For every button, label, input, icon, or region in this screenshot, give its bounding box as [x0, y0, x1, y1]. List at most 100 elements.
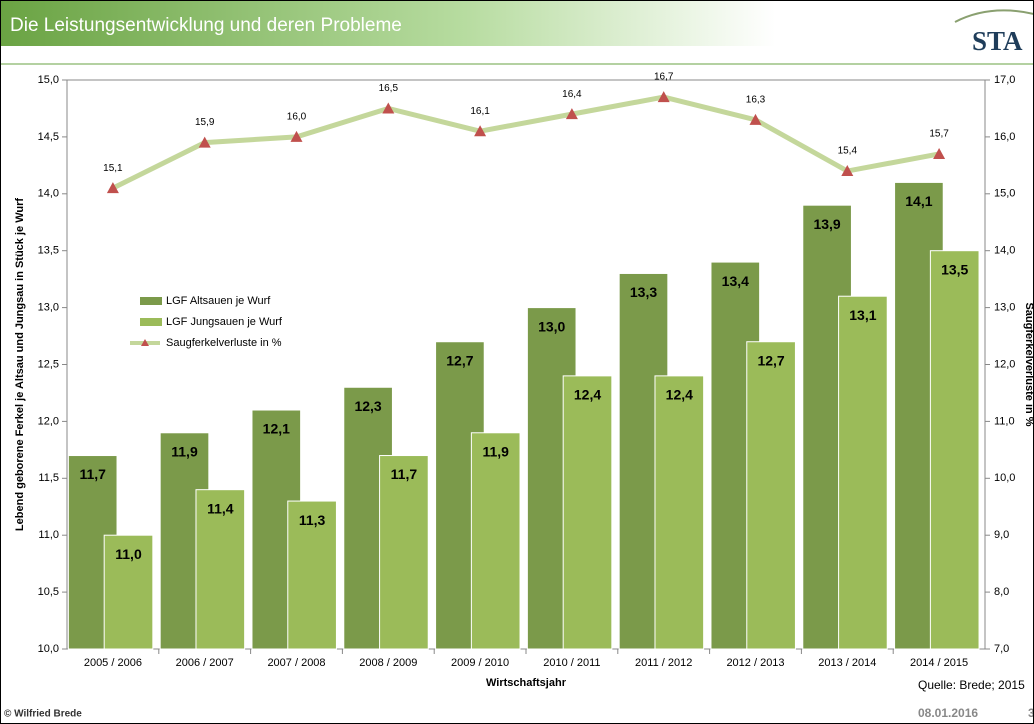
x-tick-label: 2010 / 2011 — [543, 657, 600, 669]
y-tick-label: 10,5 — [38, 586, 59, 598]
marker — [474, 125, 487, 137]
y2-tick-label: 15,0 — [994, 188, 1015, 200]
bar-value-label: 13,9 — [813, 216, 840, 232]
line-value-label: 16,7 — [654, 72, 674, 83]
marker — [657, 91, 670, 103]
y2-tick-label: 14,0 — [994, 245, 1015, 257]
bar-value-label: 12,4 — [574, 387, 601, 403]
bar — [103, 534, 154, 650]
bar-value-label: 14,1 — [905, 193, 932, 209]
line-value-label: 15,9 — [195, 117, 215, 128]
header-bar — [0, 0, 1034, 46]
y2-tick-label: 10,0 — [994, 472, 1015, 484]
bar-value-label: 11,7 — [391, 466, 418, 482]
bar-value-label: 11,7 — [79, 466, 106, 482]
line-value-label: 16,4 — [562, 89, 582, 100]
bar-value-label: 11,4 — [207, 500, 234, 516]
marker — [565, 108, 578, 120]
bar-value-label: 13,3 — [630, 284, 657, 300]
x-tick-label: 2006 / 2007 — [176, 657, 234, 669]
bar-value-label: 11,9 — [171, 443, 198, 459]
y-tick-label: 13,0 — [38, 302, 59, 314]
bar-value-label: 13,5 — [941, 261, 968, 277]
y2-tick-label: 17,0 — [994, 74, 1015, 86]
y2-tick-label: 16,0 — [994, 131, 1015, 143]
y-tick-label: 11,0 — [38, 529, 59, 541]
marker — [382, 102, 395, 114]
bar — [929, 250, 980, 650]
y-tick-label: 14,5 — [38, 131, 59, 143]
x-tick-label: 2012 / 2013 — [726, 657, 784, 669]
bar-value-label: 11,0 — [115, 546, 142, 562]
legend-label: Saugferkelverluste in % — [166, 337, 282, 349]
bar-value-label: 12,3 — [354, 398, 381, 414]
y2-tick-label: 9,0 — [994, 529, 1009, 541]
y-tick-label: 13,5 — [38, 245, 59, 257]
y2-tick-label: 7,0 — [994, 643, 1009, 655]
logo-roof — [954, 9, 1034, 23]
x-tick-label: 2014 / 2015 — [910, 657, 968, 669]
y-tick-label: 10,0 — [38, 643, 59, 655]
bar — [195, 489, 246, 650]
y-tick-label: 14,0 — [38, 188, 59, 200]
line-value-label: 16,3 — [746, 94, 766, 105]
line-value-label: 15,1 — [103, 163, 123, 174]
line-value-label: 16,5 — [379, 83, 399, 94]
y2-tick-label: 8,0 — [994, 586, 1009, 598]
y2-tick-label: 11,0 — [994, 415, 1015, 427]
x-tick-label: 2008 / 2009 — [359, 657, 417, 669]
x-tick-label: 2011 / 2012 — [635, 657, 692, 669]
x-tick-label: 2005 / 2006 — [84, 657, 142, 669]
x-tick-label: 2013 / 2014 — [818, 657, 876, 669]
legend-marker — [141, 339, 149, 346]
line-value-label: 16,1 — [470, 106, 490, 117]
bar-value-label: 11,3 — [299, 512, 326, 528]
bar — [746, 341, 796, 650]
bar-value-label: 12,7 — [446, 352, 473, 368]
bar-value-label: 12,4 — [666, 387, 693, 403]
y2-axis-title: Saugferkelverluste in % — [1023, 302, 1034, 426]
bar-value-label: 13,0 — [538, 318, 565, 334]
marker — [933, 147, 946, 159]
legend-swatch — [140, 297, 162, 305]
line-value-label: 15,7 — [929, 129, 949, 140]
marker — [106, 182, 119, 194]
marker — [841, 165, 854, 177]
marker — [198, 136, 211, 148]
footer-date: 08.01.2016 — [918, 706, 978, 720]
bar — [838, 295, 888, 650]
legend-swatch — [140, 318, 162, 326]
x-tick-label: 2007 / 2008 — [267, 657, 325, 669]
y2-tick-label: 13,0 — [994, 302, 1015, 314]
y-tick-label: 12,0 — [38, 415, 59, 427]
bar — [470, 432, 521, 650]
x-axis-title: Wirtschaftsjahr — [486, 677, 567, 689]
logo: STA — [972, 26, 1023, 56]
bar-value-label: 12,7 — [757, 352, 784, 368]
marker — [749, 113, 762, 125]
bar — [562, 375, 613, 650]
y2-tick-label: 12,0 — [994, 358, 1015, 370]
footer-page: 3 — [1028, 706, 1034, 720]
bar — [287, 500, 337, 650]
bar-value-label: 11,9 — [482, 443, 509, 459]
line-value-label: 15,4 — [838, 146, 858, 157]
bar — [654, 375, 705, 650]
bar — [379, 455, 429, 650]
line — [111, 94, 940, 191]
y-tick-label: 15,0 — [38, 74, 59, 86]
footer-author: © Wilfried Brede — [4, 709, 82, 720]
y-axis-title: Lebend geborene Ferkel je Altsau und Jun… — [14, 198, 26, 531]
source: Quelle: Brede; 2015 — [918, 678, 1025, 692]
line-value-label: 16,0 — [287, 112, 307, 123]
x-tick-label: 2009 / 2010 — [451, 657, 509, 669]
bar-value-label: 12,1 — [263, 421, 290, 437]
y-tick-label: 12,5 — [38, 358, 59, 370]
y-tick-label: 11,5 — [38, 472, 59, 484]
legend-label: LGF Jungsauen je Wurf — [166, 316, 283, 328]
header-title: Die Leistungsentwicklung und deren Probl… — [10, 15, 402, 36]
bar-value-label: 13,1 — [849, 307, 876, 323]
marker — [290, 130, 303, 142]
bar-value-label: 13,4 — [722, 273, 749, 289]
